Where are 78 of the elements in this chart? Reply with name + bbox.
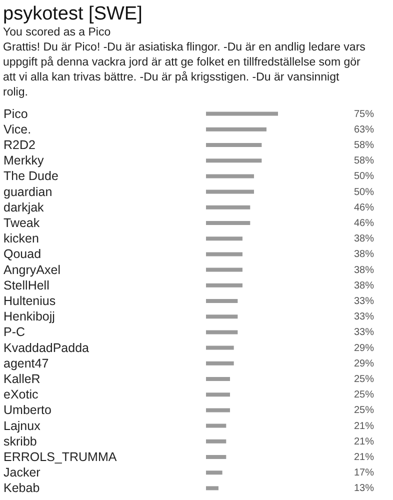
data-label: 25% [354,405,374,416]
bar [206,221,250,225]
y-tick-label: kicken [4,232,39,246]
text: Grattis! Du är Pico! -Du är asiatiska flingor. -Du är en andlig ledare vars uppgift på denna vackra jord är att ge folket en tillfredställelse som gör att vi alla kan trivas bättre. -Du är på krigsstigen. -Du är vansinnigt rolig. [3,42,366,98]
y-tick-label: guardian [4,184,52,199]
y-tick-label: P-C [4,325,26,340]
bar [206,252,242,256]
data-label: 75% [354,108,374,120]
y-tick-label: agent47 [4,356,49,370]
bar [206,205,250,210]
data-label: 21% [354,436,374,448]
data-label: 33% [354,296,374,307]
bar [206,439,226,444]
bar [206,377,230,381]
data-label: 58% [354,140,374,151]
bar [206,127,266,132]
y-tick-label: KvaddadPadda [4,340,90,355]
bar [206,361,234,366]
chart-title: psykotest [SWE] [3,4,142,24]
data-label: 29% [354,358,374,370]
bar [206,112,278,116]
bar [206,470,222,475]
y-tick-label: Henkibojj [4,310,55,324]
bar [206,346,234,350]
bar [206,236,242,241]
data-label: 38% [354,264,374,276]
data-label: 46% [354,218,374,229]
y-tick-label: skribb [4,434,37,448]
bar [206,392,230,397]
y-tick-label: Merkky [4,154,45,168]
data-label: 38% [354,234,374,245]
y-tick-label: R2D2 [4,138,36,152]
y-tick-label: Lajnux [4,418,42,433]
bar [206,330,238,334]
y-tick-label: Tweak [4,216,40,230]
y-tick-label: AngryAxel [4,262,60,277]
text: You scored as a Pico [3,26,111,38]
y-tick-label: darkjak [4,200,45,214]
data-label: 25% [354,374,374,385]
data-label: 33% [354,327,374,338]
bar [206,283,242,288]
y-tick-label: Qouad [4,247,42,262]
data-label: 46% [354,202,374,214]
data-label: 63% [354,124,374,136]
bar [206,143,262,147]
y-tick-label: ERROLS_TRUMMA [4,450,118,464]
data-label: 25% [354,390,374,401]
y-tick-label: Hultenius [4,294,56,308]
data-label: 21% [354,452,374,463]
y-tick-label: KalleR [4,372,40,386]
data-label: 50% [354,186,374,198]
bar [206,455,226,459]
data-label: 29% [354,342,374,354]
bar [206,190,254,194]
data-label: 17% [354,468,374,479]
data-label: 21% [354,420,374,432]
data-label: 58% [354,156,374,167]
y-tick-label: Vice. [4,122,32,136]
bar [206,314,238,319]
data-label: 50% [354,171,374,182]
y-tick-label: Jacker [4,466,40,480]
y-tick-label: eXotic [4,388,38,402]
y-tick-label: The Dude [4,169,58,184]
bar [206,158,262,163]
bar [206,299,238,303]
y-tick-label: Pico [4,106,28,121]
bar [206,174,254,178]
bar [206,486,218,490]
data-label: 13% [354,483,374,494]
data-label: 38% [354,249,374,260]
bar [206,424,226,428]
data-label: 33% [354,312,374,323]
bar [206,268,242,272]
data-label: 38% [354,280,374,292]
y-tick-label: StellHell [4,278,50,292]
y-tick-label: Umberto [4,403,52,418]
y-tick-label: Kebab [4,481,40,496]
bar [206,408,230,412]
